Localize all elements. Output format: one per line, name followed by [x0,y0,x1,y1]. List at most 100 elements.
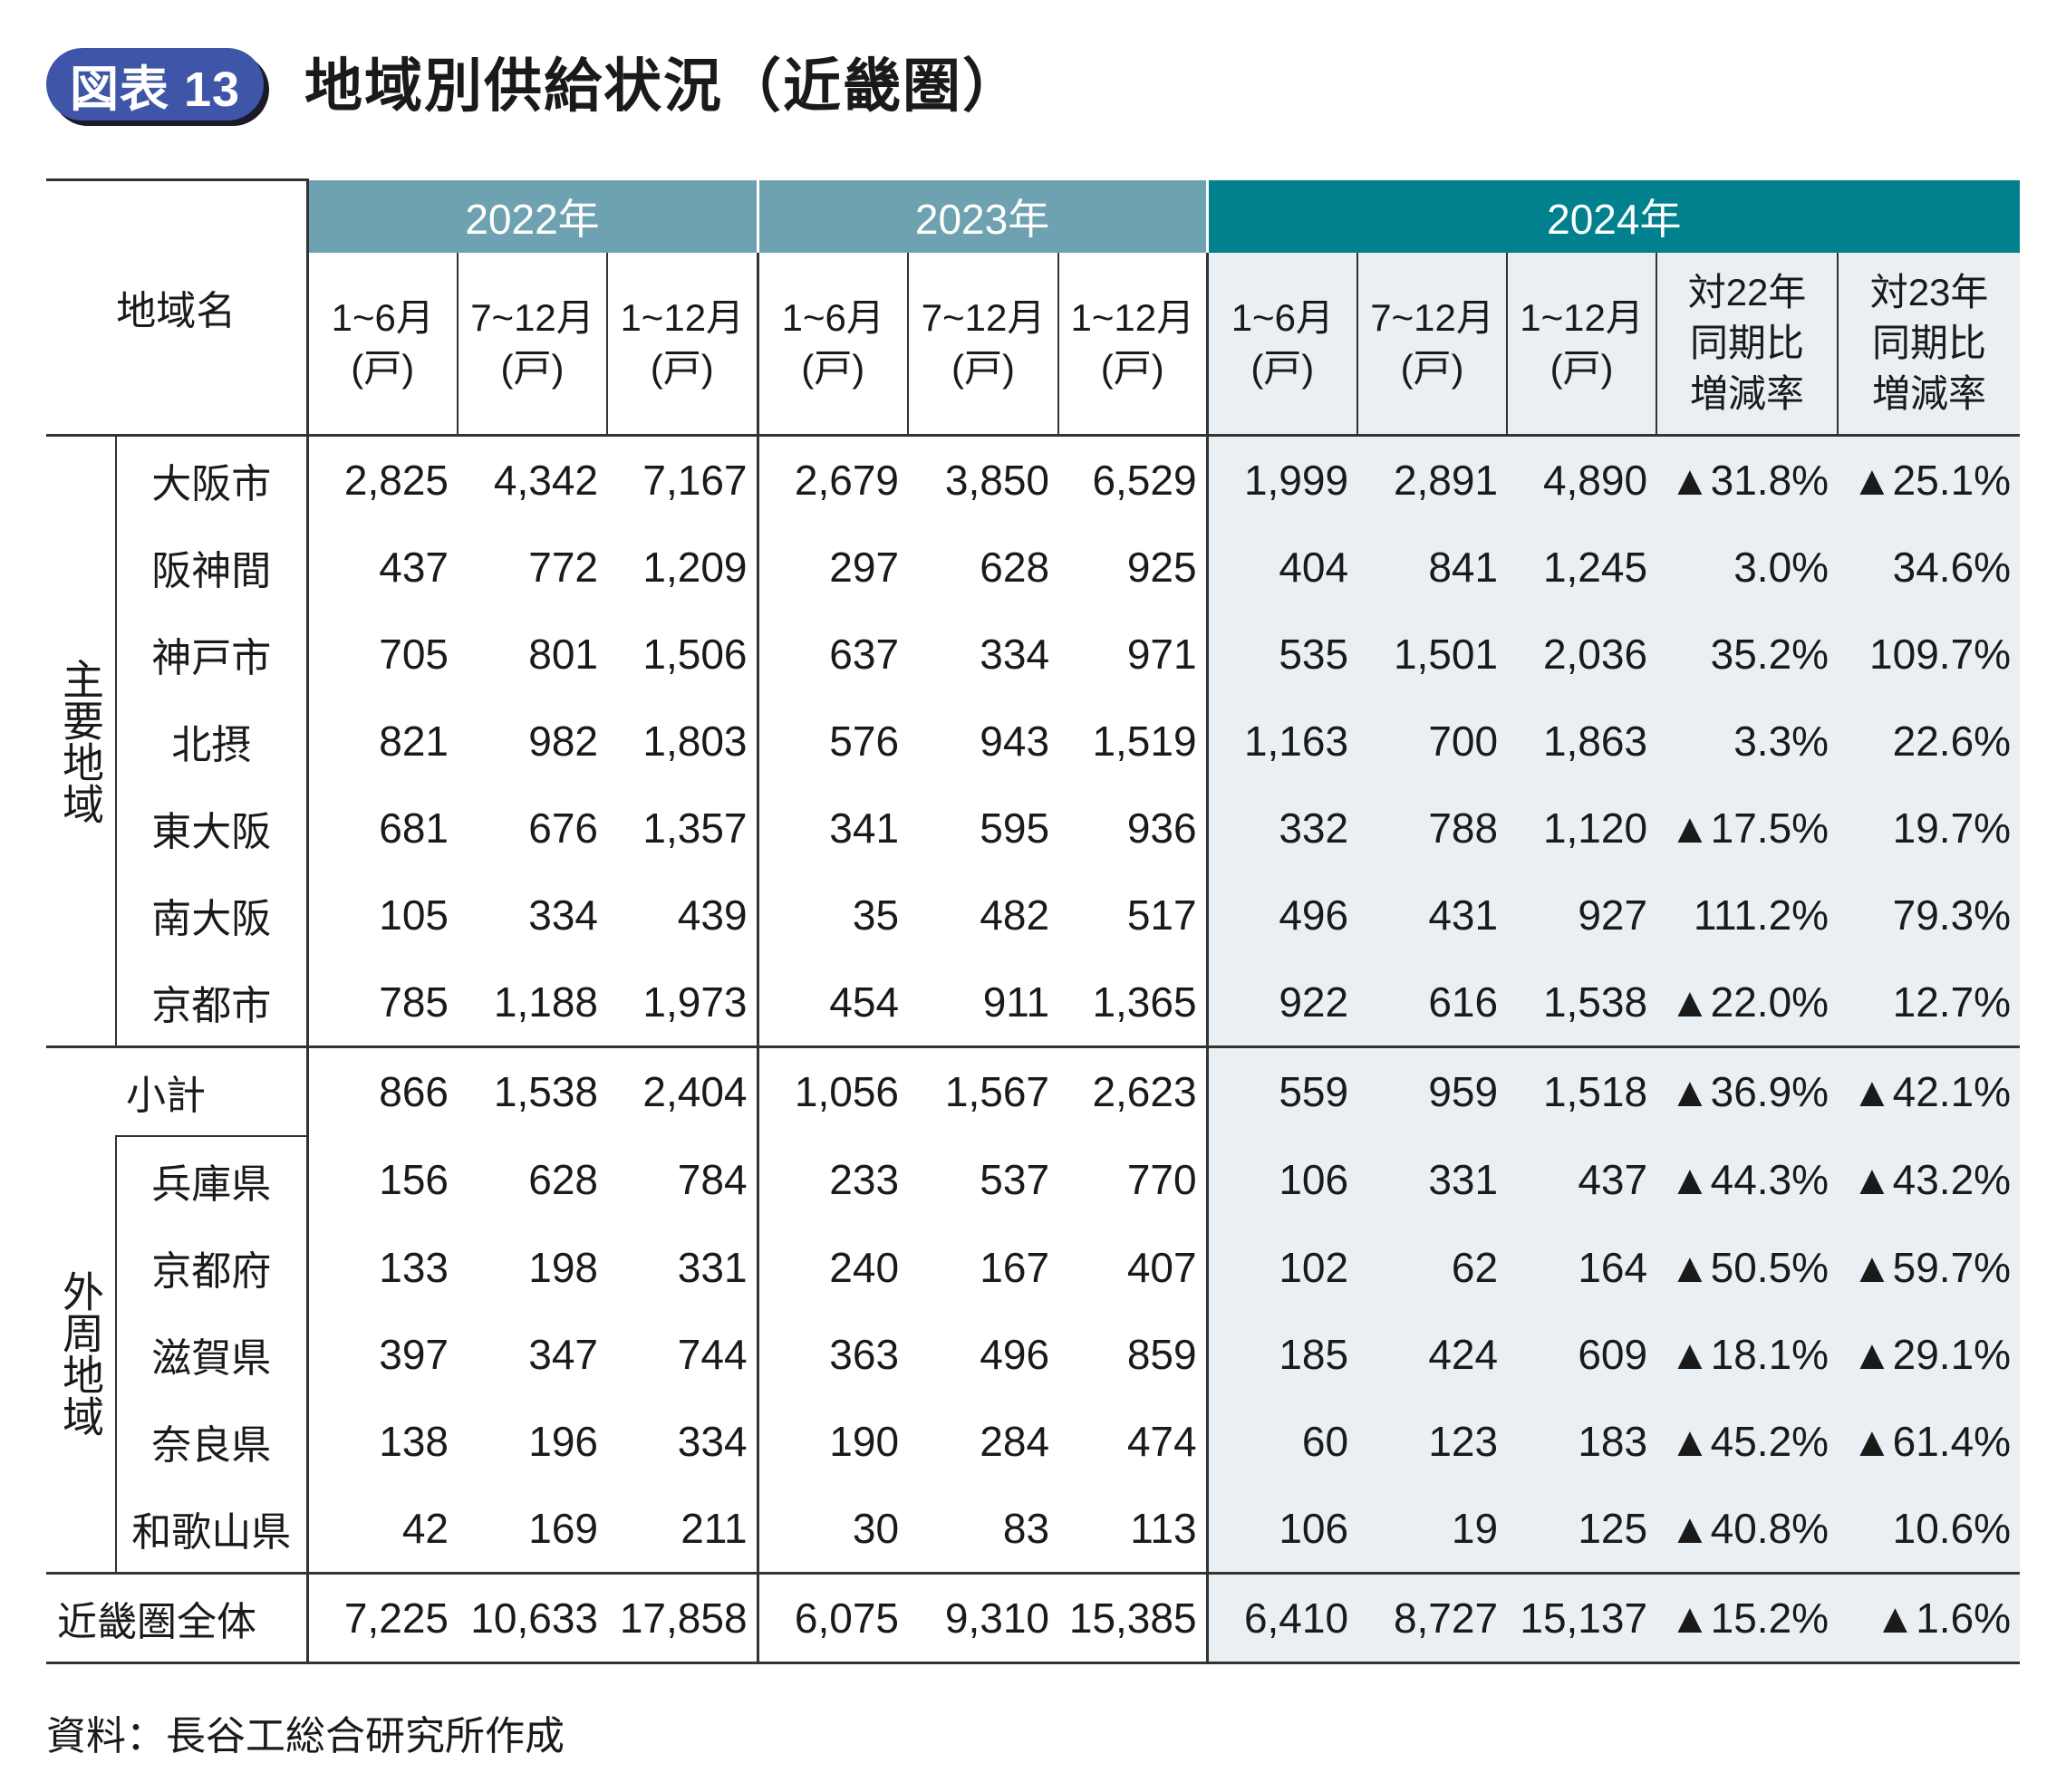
ratio-header: 対23年 同期比 増減率 [1837,252,2021,437]
table-row: 京都府 133 198 331 240 167 407 102 62 164 ▲50.5% ▲59.7… [46,1223,2021,1311]
table-row: 東大阪 681 676 1,357 341 595 936 332 788 1,120 ▲17.5%… [46,784,2021,872]
value-cell: 297 [756,523,909,611]
value-cell: 7,225 [307,1571,458,1664]
value-cell: 10,633 [458,1571,607,1664]
value-cell: 1,188 [493,978,598,1026]
value-cell: 102 [1205,1223,1358,1311]
ratio-cell: ▲22.0% [1656,958,1839,1046]
value-cell: 2,404 [607,1045,758,1136]
value-cell: 517 [1126,891,1197,939]
value-cell: 113 [1130,1504,1197,1552]
ratio-cell: ▲40.8% [1656,1484,1839,1573]
value-cell: 1,120 [1507,784,1657,872]
value-cell: 439 [677,891,748,939]
value-cell: 1,973 [642,978,748,1026]
value-cell: 196 [528,1417,598,1465]
value-cell: 801 [528,630,598,678]
value-cell: 211 [681,1504,748,1552]
value-cell: 496 [1205,871,1358,959]
value-cell: 240 [756,1223,909,1311]
ratio-header: 対22年 同期比 増減率 [1656,252,1839,437]
ratio-cell: ▲61.4% [1838,1397,2021,1485]
value-cell: 681 [379,804,449,852]
value-cell: 1,519 [1092,717,1197,765]
ratio-cell: ▲18.1% [1656,1310,1839,1398]
value-cell: 1,506 [642,630,748,678]
year-header-2024: 2024年 [1205,179,2021,253]
value-cell: 1,803 [642,717,748,765]
ratio-cell: 79.3% [1838,871,2021,959]
value-cell: 537 [980,1156,1050,1203]
value-cell: 535 [1205,610,1358,698]
value-cell: 397 [379,1330,449,1378]
year-header-2022: 2022年 [305,179,758,253]
value-cell: 341 [756,784,909,872]
value-cell: 1,056 [756,1045,909,1136]
value-cell: 1,501 [1357,610,1508,698]
value-cell: 332 [1205,784,1358,872]
value-cell: 1,163 [1205,697,1358,785]
value-cell: 971 [1126,630,1197,678]
value-cell: 15,385 [1058,1571,1208,1664]
value-cell: 363 [756,1310,909,1398]
supply-table: 地域名 2022年 2023年 2024年 1~6月 (戸) 7~12月 (戸) 1… [46,178,2021,1664]
region-name: 兵庫県 [116,1134,309,1224]
value-cell: 30 [756,1484,909,1573]
value-cell: 331 [677,1243,748,1291]
value-cell: 454 [756,958,909,1046]
value-cell: 60 [1205,1397,1358,1485]
ratio-cell: 111.2% [1656,871,1839,959]
region-name: 阪神間 [116,523,309,611]
region-name: 神戸市 [116,610,309,698]
value-cell: 105 [379,891,449,939]
value-cell: 198 [528,1243,598,1291]
value-cell: 167 [980,1243,1050,1291]
value-cell: 1,863 [1507,697,1657,785]
value-cell: 2,036 [1507,610,1657,698]
value-cell: 2,825 [343,456,449,504]
ratio-cell: 35.2% [1656,610,1839,698]
value-cell: 959 [1357,1045,1508,1136]
ratio-cell: 34.6% [1838,523,2021,611]
value-cell: 474 [1126,1417,1197,1465]
value-cell: 106 [1205,1484,1358,1573]
value-cell: 6,410 [1205,1571,1358,1664]
value-cell: 925 [1126,543,1197,591]
period-header: 1~6月 (戸) [1205,252,1358,437]
ratio-cell: ▲31.8% [1656,435,1839,524]
value-cell: 784 [677,1156,748,1203]
value-cell: 35 [756,871,909,959]
region-name: 奈良県 [116,1397,309,1485]
value-cell: 1,357 [642,804,748,852]
table-row: 滋賀県 397 347 744 363 496 859 185 424 609 ▲18.1% ▲29.… [46,1310,2021,1398]
value-cell: 62 [1357,1223,1508,1311]
ratio-cell: ▲44.3% [1656,1135,1839,1224]
table-row: 近畿圏全体 7,225 10,633 17,858 6,075 9,310 15,385 6,… [46,1571,2021,1664]
value-cell: 3,850 [944,456,1050,504]
value-cell: 616 [1357,958,1508,1046]
period-header: 1~6月 (戸) [306,252,458,437]
region-name: 大阪市 [116,435,309,524]
value-cell: 676 [528,804,598,852]
ratio-cell: ▲42.1% [1838,1045,2021,1136]
ratio-cell: ▲29.1% [1838,1310,2021,1398]
table-row: 南大阪 105 334 439 35 482 517 496 431 927 111.2% 79.3% [46,871,2021,959]
ratio-cell: 19.7% [1838,784,2021,872]
ratio-cell: ▲17.5% [1656,784,1839,872]
ratio-cell: ▲45.2% [1656,1397,1839,1485]
value-cell: 404 [1205,523,1358,611]
table-row: 京都市 785 1,188 1,973 454 911 1,365 922 616 1,538 ▲2… [46,958,2021,1046]
value-cell: 6,529 [1092,456,1197,504]
value-cell: 637 [756,610,909,698]
period-header: 1~6月 (戸) [756,252,909,437]
value-cell: 7,167 [642,456,748,504]
value-cell: 1,538 [458,1045,607,1136]
value-cell: 123 [1357,1397,1508,1485]
table-row: 神戸市 705 801 1,506 637 334 971 535 1,501 2,036 35.2… [46,610,2021,698]
region-name: 東大阪 [116,784,309,872]
period-header: 1~12月 (戸) [1506,252,1657,437]
value-cell: 17,858 [607,1571,758,1664]
value-cell: 424 [1357,1310,1508,1398]
value-cell: 859 [1126,1330,1197,1378]
period-header: 1~12月 (戸) [605,252,758,437]
